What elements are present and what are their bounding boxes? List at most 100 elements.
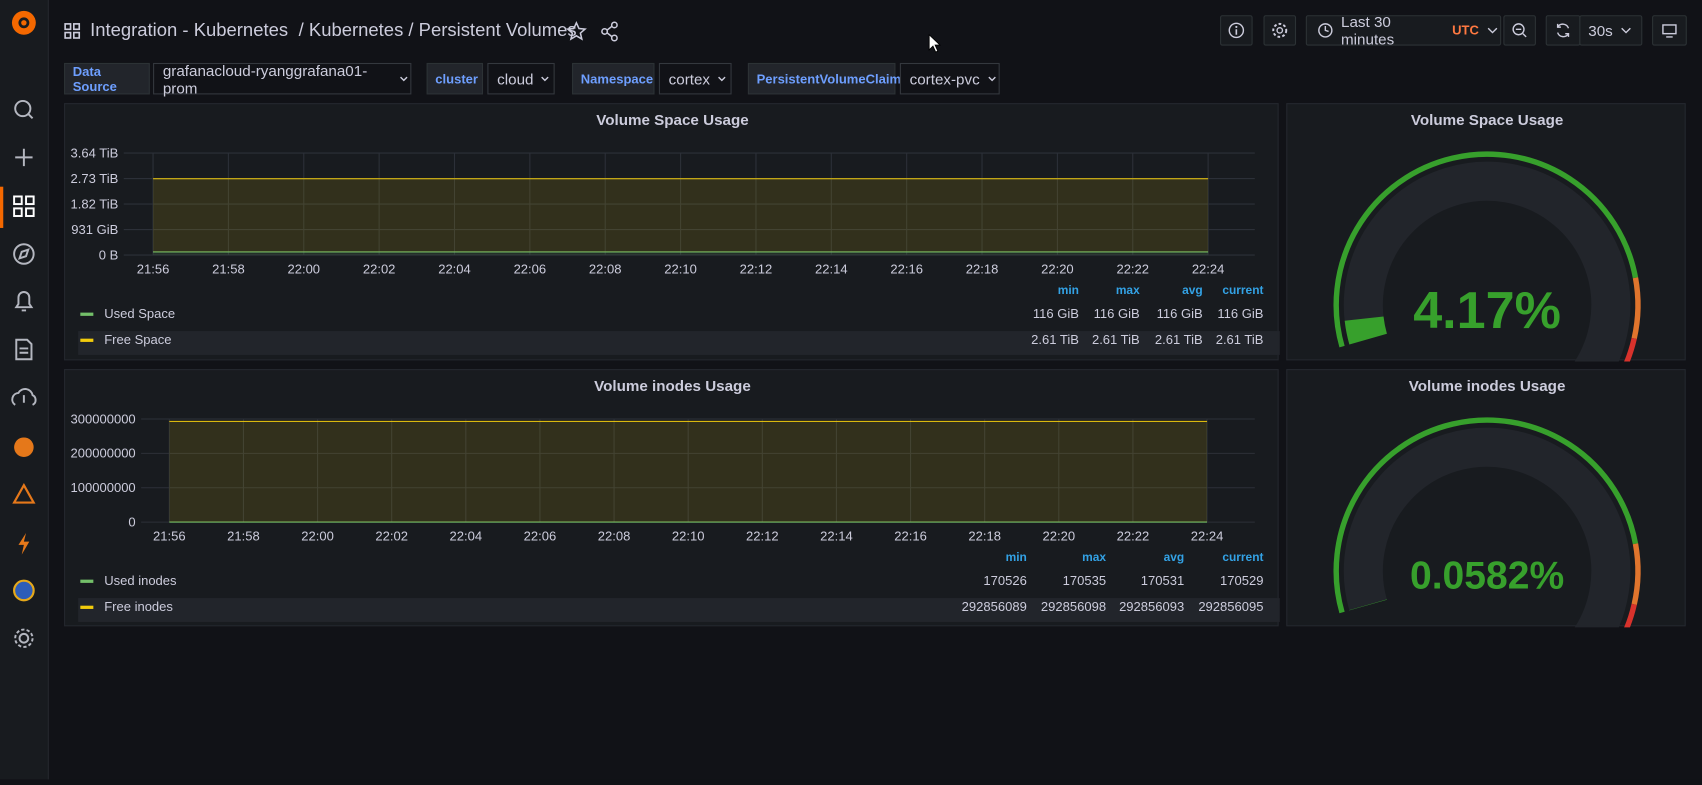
panel-canvas: Volume Space Usage 4.17% bbox=[1287, 104, 1686, 361]
x-tick-label: 22:06 bbox=[524, 529, 557, 544]
x-tick-label: 22:00 bbox=[287, 262, 320, 277]
tv-mode-button[interactable] bbox=[1652, 15, 1687, 45]
alerting-icon[interactable] bbox=[16, 292, 31, 310]
legend-label: Free Space bbox=[104, 332, 171, 347]
x-tick-label: 22:02 bbox=[363, 262, 396, 277]
chevron bbox=[985, 72, 998, 85]
chevron bbox=[539, 72, 552, 85]
x-tick-label: 22:04 bbox=[438, 262, 471, 277]
share-button[interactable] bbox=[599, 21, 621, 43]
active-indicator bbox=[0, 187, 3, 228]
legend-column-header: max bbox=[1116, 283, 1140, 297]
panel-title: Volume Space Usage bbox=[1411, 112, 1563, 129]
sidebar bbox=[0, 0, 49, 779]
cloud-icon[interactable] bbox=[12, 389, 35, 405]
gauge-value bbox=[1364, 319, 1368, 339]
variable-select[interactable]: cortex bbox=[659, 63, 732, 94]
y-tick-label: 931 GiB bbox=[71, 222, 118, 237]
legend-stat: 170529 bbox=[1220, 573, 1263, 588]
reports-icon[interactable] bbox=[16, 340, 31, 360]
chevron bbox=[1485, 23, 1500, 38]
x-tick-label: 21:56 bbox=[137, 262, 170, 277]
y-tick-label: 0 bbox=[128, 514, 135, 529]
y-tick-label: 200000000 bbox=[71, 446, 136, 461]
legend-column-header: current bbox=[1222, 283, 1263, 297]
legend-stat: 292856095 bbox=[1198, 599, 1263, 614]
x-tick-label: 22:20 bbox=[1042, 529, 1075, 544]
variable-select[interactable]: cortex-pvc bbox=[900, 63, 1000, 94]
legend-label: Used Space bbox=[104, 306, 175, 321]
legend-stat: 292856093 bbox=[1119, 599, 1184, 614]
info-button[interactable] bbox=[1220, 15, 1253, 45]
y-tick-label: 300000000 bbox=[71, 411, 136, 426]
legend-label: Free inodes bbox=[104, 599, 173, 614]
legend-stat: 116 GiB bbox=[1217, 306, 1263, 321]
variable-select[interactable]: cloud bbox=[487, 63, 554, 94]
dashboards-icon[interactable] bbox=[14, 196, 34, 216]
refresh-interval[interactable]: 30s bbox=[1579, 15, 1642, 45]
y-tick-label: 2.73 TiB bbox=[71, 171, 119, 186]
refresh-icon bbox=[1554, 22, 1571, 39]
legend-column-header: min bbox=[1058, 283, 1079, 297]
breadcrumb: Integration - Kubernetes / Kubernetes / … bbox=[90, 20, 577, 42]
settings-icon[interactable] bbox=[15, 630, 32, 647]
chevron bbox=[1618, 23, 1633, 38]
x-tick-label: 22:22 bbox=[1116, 262, 1149, 277]
timezone: UTC bbox=[1452, 23, 1479, 38]
search-icon[interactable] bbox=[15, 101, 32, 118]
legend-stat: 2.61 TiB bbox=[1216, 332, 1264, 347]
legend-stat: 116 GiB bbox=[1033, 306, 1079, 321]
threshold-band bbox=[1634, 544, 1638, 605]
explore-icon[interactable] bbox=[14, 244, 34, 264]
legend-stat: 292856089 bbox=[962, 599, 1027, 614]
clock-icon bbox=[1317, 22, 1334, 39]
zoom-out-button[interactable] bbox=[1503, 15, 1536, 45]
x-tick-label: 22:08 bbox=[589, 262, 622, 277]
panel-title: Volume inodes Usage bbox=[1409, 378, 1566, 395]
gauge-value-label: 4.17% bbox=[1413, 282, 1561, 340]
x-tick-label: 22:12 bbox=[740, 262, 773, 277]
panel-title: Volume inodes Usage bbox=[594, 378, 751, 395]
mouse-cursor bbox=[928, 34, 943, 56]
x-tick-label: 22:06 bbox=[514, 262, 547, 277]
time-picker[interactable]: Last 30 minutes UTC bbox=[1306, 15, 1501, 45]
zoom-icon bbox=[1511, 22, 1528, 39]
legend-column-header: current bbox=[1222, 550, 1263, 564]
legend-stat: 292856098 bbox=[1041, 599, 1106, 614]
plugin-icon[interactable] bbox=[14, 581, 34, 601]
create-icon[interactable] bbox=[15, 149, 32, 166]
x-tick-label: 22:02 bbox=[375, 529, 408, 544]
panel-title: Volume Space Usage bbox=[596, 112, 749, 129]
legend-stat: 116 GiB bbox=[1094, 306, 1140, 321]
variable-select[interactable]: grafanacloud-ryanggrafana01-prom bbox=[153, 63, 411, 94]
settings-button[interactable] bbox=[1263, 15, 1296, 45]
legend-stat: 170535 bbox=[1063, 573, 1106, 588]
grafana-logo[interactable] bbox=[12, 11, 36, 35]
refresh-button[interactable] bbox=[1546, 15, 1581, 45]
info-icon bbox=[1228, 22, 1245, 39]
plugin-icon[interactable] bbox=[18, 533, 29, 555]
series-area bbox=[169, 421, 1207, 522]
dashboard-grid-icon[interactable] bbox=[63, 22, 83, 42]
legend-swatch bbox=[80, 606, 93, 609]
x-tick-label: 22:08 bbox=[598, 529, 631, 544]
tv-icon bbox=[1661, 22, 1678, 39]
x-tick-label: 22:16 bbox=[890, 262, 923, 277]
dashboard-title[interactable]: / Kubernetes / Persistent Volumes bbox=[299, 20, 577, 41]
x-tick-label: 22:18 bbox=[966, 262, 999, 277]
star-button[interactable] bbox=[566, 21, 588, 43]
plugin-icon[interactable] bbox=[14, 437, 34, 457]
plugin-icon[interactable] bbox=[14, 485, 34, 502]
gauge-panel: Volume Space Usage 4.17% bbox=[1286, 103, 1685, 360]
variable-label: Data Source bbox=[64, 63, 150, 94]
refresh-value: 30s bbox=[1588, 22, 1613, 39]
series-area bbox=[153, 179, 1208, 252]
legend-stat: 170531 bbox=[1141, 573, 1184, 588]
legend-column-header: min bbox=[1006, 550, 1027, 564]
legend-swatch bbox=[80, 313, 93, 316]
folder-link[interactable]: Integration - Kubernetes bbox=[90, 20, 288, 41]
chevron bbox=[715, 72, 728, 85]
y-tick-label: 3.64 TiB bbox=[71, 145, 119, 160]
